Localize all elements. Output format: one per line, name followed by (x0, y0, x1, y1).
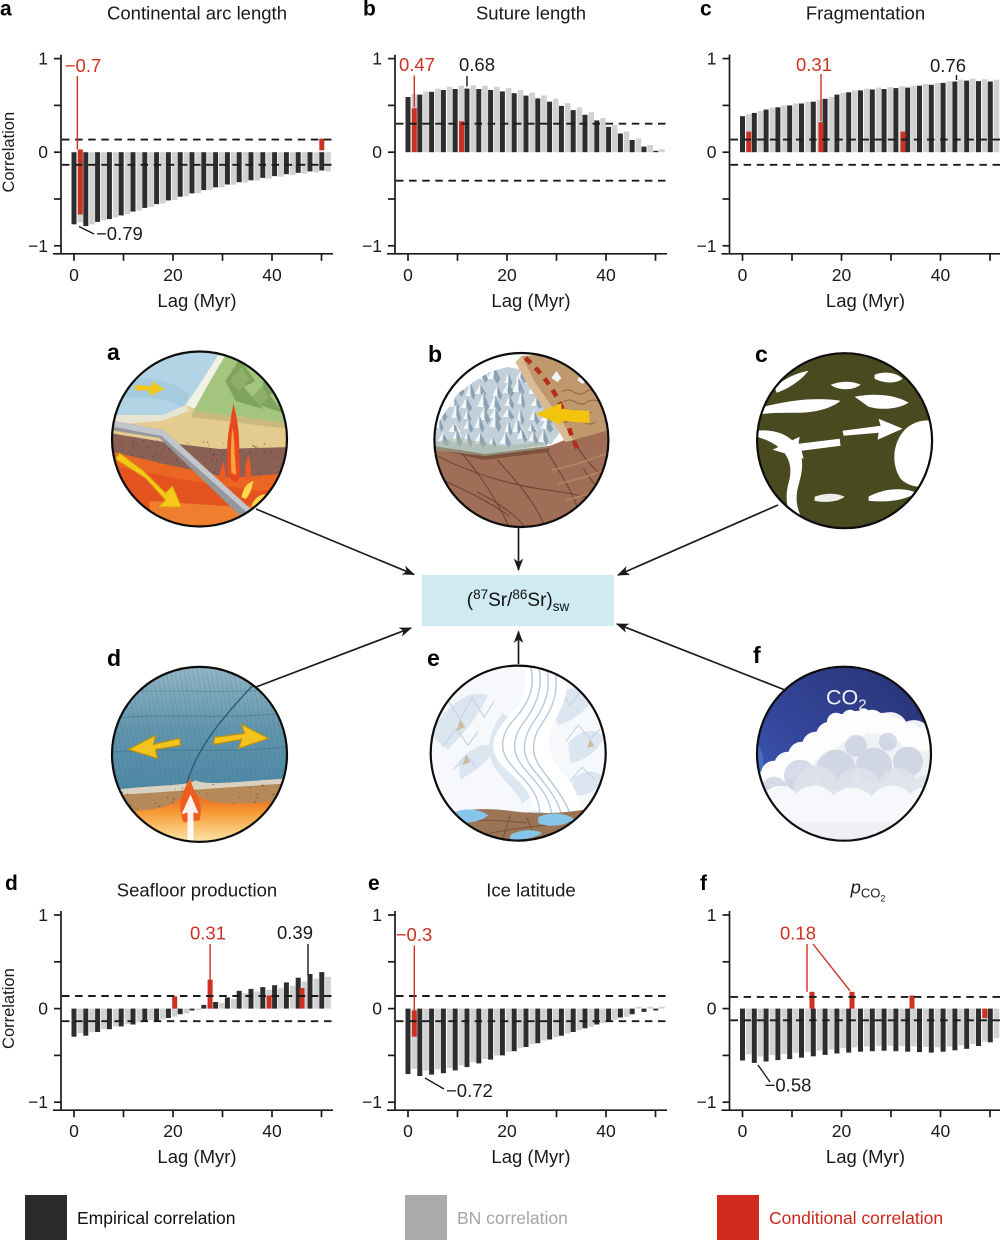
svg-text:20: 20 (497, 265, 517, 285)
svg-text:0.76: 0.76 (930, 55, 966, 76)
svg-text:1: 1 (707, 905, 717, 925)
svg-text:−0.79: −0.79 (96, 223, 143, 244)
svg-text:20: 20 (497, 1121, 517, 1141)
svg-text:1: 1 (38, 49, 48, 69)
svg-text:1: 1 (372, 905, 382, 925)
svg-text:20: 20 (832, 265, 852, 285)
svg-text:f: f (700, 872, 708, 895)
svg-text:d: d (5, 872, 18, 895)
svg-text:b: b (428, 341, 442, 367)
svg-text:−0.7: −0.7 (65, 55, 102, 76)
svg-text:a: a (0, 0, 12, 21)
svg-text:−1: −1 (697, 236, 717, 256)
svg-text:pCO2: pCO2 (850, 877, 886, 904)
svg-text:Continental arc length: Continental arc length (107, 3, 287, 24)
svg-text:f: f (753, 642, 761, 668)
svg-text:0: 0 (372, 142, 382, 162)
svg-text:Lag (Myr): Lag (Myr) (491, 1146, 570, 1167)
svg-text:0.47: 0.47 (399, 54, 435, 75)
svg-text:Empirical correlation: Empirical correlation (77, 1208, 236, 1228)
svg-text:0: 0 (738, 265, 748, 285)
svg-text:d: d (107, 645, 121, 671)
svg-text:0: 0 (403, 265, 413, 285)
svg-text:0.39: 0.39 (277, 922, 313, 943)
svg-text:Lag (Myr): Lag (Myr) (491, 290, 570, 311)
svg-text:40: 40 (596, 1121, 616, 1141)
svg-text:Lag (Myr): Lag (Myr) (157, 290, 236, 311)
svg-text:Seafloor production: Seafloor production (117, 880, 277, 901)
svg-text:0: 0 (403, 1121, 413, 1141)
svg-text:1: 1 (38, 905, 48, 925)
svg-text:Ice latitude: Ice latitude (486, 880, 575, 901)
svg-text:−1: −1 (28, 236, 48, 256)
svg-text:Lag (Myr): Lag (Myr) (826, 290, 905, 311)
svg-text:0.68: 0.68 (459, 54, 495, 75)
svg-text:e: e (368, 872, 380, 895)
svg-text:0: 0 (738, 1121, 748, 1141)
svg-text:40: 40 (931, 265, 951, 285)
svg-text:Correlation: Correlation (0, 968, 18, 1049)
svg-text:0: 0 (372, 999, 382, 1019)
svg-text:0.31: 0.31 (190, 923, 226, 944)
svg-text:Correlation: Correlation (0, 112, 18, 193)
svg-text:0: 0 (69, 265, 79, 285)
svg-text:0: 0 (69, 1121, 79, 1141)
svg-text:−0.3: −0.3 (396, 924, 433, 945)
svg-text:−1: −1 (362, 236, 382, 256)
svg-text:0: 0 (707, 142, 717, 162)
svg-text:0.18: 0.18 (780, 923, 816, 944)
svg-text:20: 20 (163, 1121, 183, 1141)
svg-text:a: a (107, 339, 120, 365)
svg-text:Lag (Myr): Lag (Myr) (826, 1146, 905, 1167)
svg-text:0: 0 (707, 999, 717, 1019)
svg-text:20: 20 (163, 265, 183, 285)
svg-text:0: 0 (38, 999, 48, 1019)
svg-text:1: 1 (707, 49, 717, 69)
svg-text:c: c (700, 0, 712, 21)
svg-text:−1: −1 (697, 1092, 717, 1112)
svg-text:Lag (Myr): Lag (Myr) (157, 1146, 236, 1167)
svg-text:−0.72: −0.72 (446, 1080, 493, 1101)
svg-text:e: e (427, 645, 440, 671)
svg-text:c: c (755, 341, 768, 367)
svg-text:−0.58: −0.58 (765, 1075, 812, 1096)
svg-text:20: 20 (832, 1121, 852, 1141)
svg-text:Fragmentation: Fragmentation (806, 3, 925, 24)
svg-text:Suture length: Suture length (476, 3, 586, 24)
svg-text:−1: −1 (28, 1092, 48, 1112)
svg-text:−1: −1 (362, 1092, 382, 1112)
svg-text:b: b (363, 0, 376, 21)
svg-text:BN correlation: BN correlation (457, 1208, 568, 1228)
svg-text:40: 40 (596, 265, 616, 285)
svg-text:0.31: 0.31 (796, 54, 832, 75)
svg-text:40: 40 (262, 265, 282, 285)
svg-text:40: 40 (931, 1121, 951, 1141)
svg-text:0: 0 (38, 142, 48, 162)
svg-text:1: 1 (372, 49, 382, 69)
svg-text:40: 40 (262, 1121, 282, 1141)
svg-text:Conditional correlation: Conditional correlation (769, 1208, 943, 1228)
